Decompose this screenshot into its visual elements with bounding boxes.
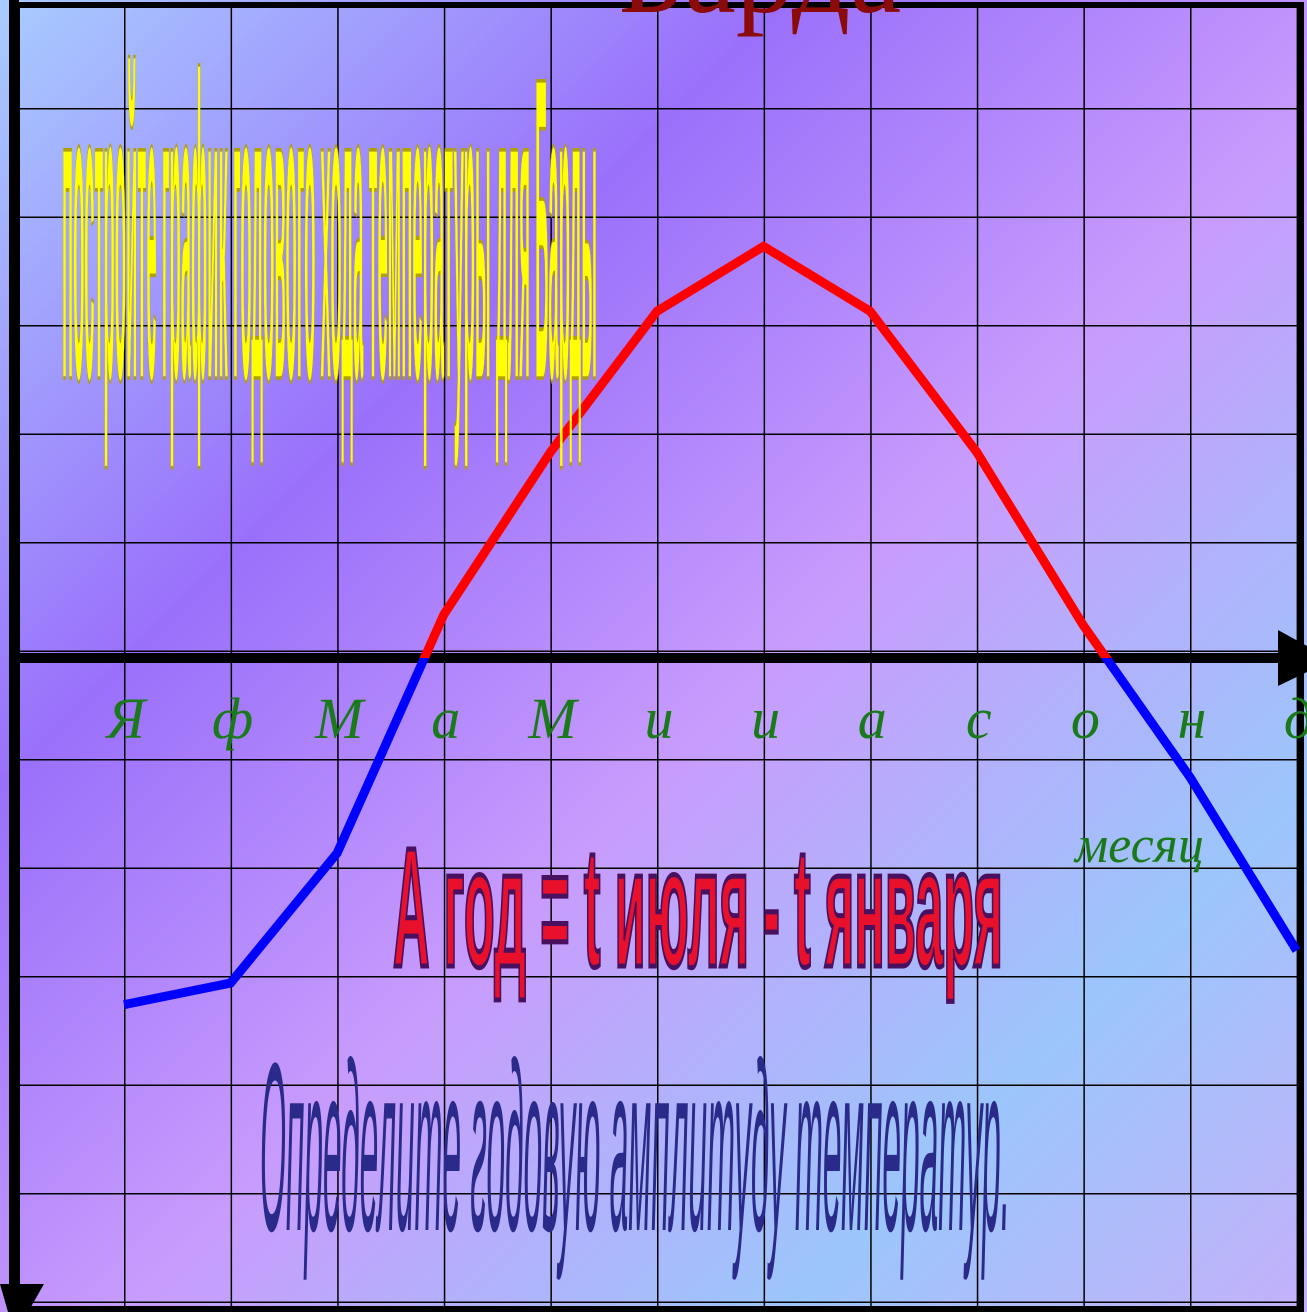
- temperature-line: [419, 241, 1112, 658]
- x-axis-label: месяц: [1073, 817, 1204, 874]
- x-tick-label: М: [314, 686, 366, 751]
- x-tick-label: и: [645, 686, 674, 751]
- x-tick-label: а: [858, 686, 887, 751]
- chart-title: Барда: [619, 0, 902, 37]
- question: Определите годовую амплитуду температур.: [260, 1014, 1010, 1282]
- x-tick-label: Я: [105, 686, 148, 751]
- formula: А год = t июля - t января: [393, 813, 1003, 1003]
- x-tick-label: М: [527, 686, 579, 751]
- x-tick-label: о: [1071, 686, 1100, 751]
- x-tick-label: ф: [212, 686, 253, 751]
- temperature-line: [123, 658, 1301, 1010]
- x-axis-arrow: [1278, 630, 1307, 686]
- x-tick-label: и: [751, 686, 780, 751]
- y-axis-arrow: [0, 1284, 44, 1312]
- instruction: постройте график годового хода температу…: [62, 0, 597, 472]
- x-tick-label: с: [966, 686, 992, 751]
- x-tick-label: н: [1178, 686, 1207, 751]
- x-tick-label: д: [1284, 686, 1307, 751]
- x-tick-label: а: [431, 686, 460, 751]
